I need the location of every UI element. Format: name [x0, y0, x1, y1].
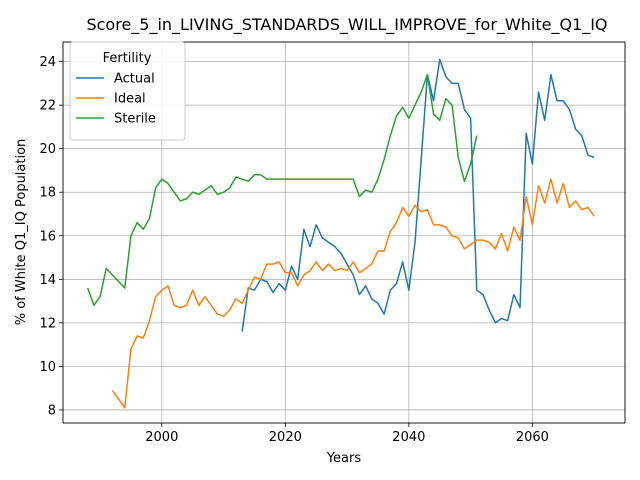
y-tick-label: 22 [39, 99, 56, 114]
y-tick-label: 12 [39, 316, 56, 331]
chart-title: Score_5_in_LIVING_STANDARDS_WILL_IMPROVE… [86, 15, 607, 35]
legend-label-actual: Actual [114, 72, 155, 87]
x-axis-ticks: 2000 2020 2040 2060 [145, 423, 549, 445]
x-tick-label: 2000 [145, 430, 178, 445]
y-tick-label: 14 [39, 273, 56, 288]
x-axis-label: Years [326, 451, 362, 466]
series-line-sterile [86, 73, 478, 307]
x-tick-label: 2020 [269, 430, 302, 445]
series-lines [86, 58, 595, 409]
series-line-actual [241, 58, 595, 332]
legend-box [69, 41, 186, 141]
legend-items: Actual Ideal Sterile [76, 72, 156, 127]
legend-label-sterile: Sterile [114, 112, 156, 127]
y-axis-label: % of White Q1_IQ Population [14, 139, 29, 326]
y-tick-label: 8 [48, 403, 56, 418]
legend-title: Fertility [103, 51, 152, 66]
y-tick-label: 16 [39, 229, 56, 244]
x-tick-label: 2060 [516, 430, 549, 445]
legend-label-ideal: Ideal [114, 92, 146, 107]
legend: Fertility Actual Ideal Sterile [69, 41, 186, 141]
series-line-ideal [111, 178, 595, 409]
plot-frame [62, 41, 626, 424]
y-tick-label: 20 [39, 142, 56, 157]
y-tick-label: 18 [39, 186, 56, 201]
y-axis-ticks: 8 10 12 14 16 18 20 22 24 [39, 55, 63, 418]
y-tick-label: 10 [39, 360, 56, 375]
y-tick-label: 24 [39, 55, 56, 70]
x-tick-label: 2040 [392, 430, 425, 445]
